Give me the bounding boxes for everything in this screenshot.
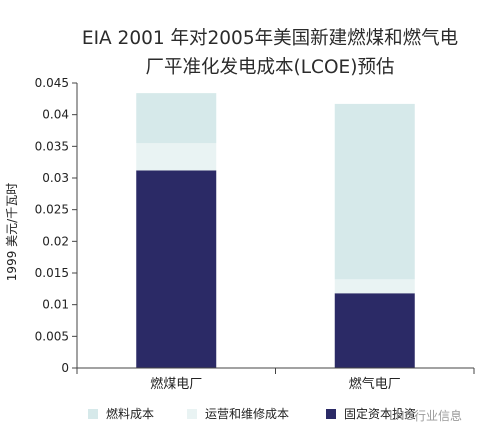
y-tick-label-5: 0.02 — [42, 234, 69, 248]
bar-segment-2-1 — [334, 293, 415, 368]
y-tick-label-1: 0 — [61, 361, 69, 375]
chart-title-line-1: EIA 2001 年对2005年美国新建燃煤和燃气电 — [81, 28, 459, 49]
bar-segment-2-2 — [334, 279, 415, 294]
y-tick-label-9: 0.04 — [42, 108, 69, 122]
legend-swatch-capital-cost — [326, 408, 336, 419]
legend-item-capital-cost: 固定资本投资 — [326, 405, 416, 422]
y-tick-label-7: 0.03 — [42, 171, 69, 185]
legend-swatch-fuel-cost — [88, 408, 98, 419]
legend-item-om-cost: 运营和维修成本 — [187, 405, 289, 422]
bar-segment-1-3 — [136, 93, 217, 144]
bar-segment-1-1 — [136, 170, 217, 368]
y-axis-label: 1999 美元/千瓦时 — [5, 183, 19, 281]
y-tick-label-10: 0.045 — [35, 76, 69, 90]
y-tick-label-3: 0.01 — [42, 298, 69, 312]
legend-label-om-cost: 运营和维修成本 — [205, 407, 290, 421]
chart-title: EIA 2001 年对2005年美国新建燃煤和燃气电 厂平准化发电成本(LCOE… — [40, 24, 500, 82]
y-tick-label-4: 0.015 — [35, 266, 69, 280]
x-category-label-1: 燃煤电厂 — [150, 376, 202, 392]
chart-title-line-2: 厂平准化发电成本(LCOE)预估 — [145, 57, 395, 78]
y-tick-label-6: 0.025 — [35, 203, 69, 217]
legend-label-fuel-cost: 燃料成本 — [106, 407, 155, 421]
watermark-text: LNG行业信息 — [389, 409, 462, 423]
legend-swatch-om-cost — [187, 408, 197, 419]
bar-segment-1-2 — [136, 143, 217, 171]
legend-label-capital-cost: 固定资本投资 — [344, 407, 417, 421]
y-tick-label-8: 0.035 — [35, 139, 69, 153]
legend-item-fuel-cost: 燃料成本 — [88, 405, 154, 422]
bars-layer — [136, 93, 415, 368]
x-category-label-2: 燃气电厂 — [349, 376, 401, 392]
y-tick-label-2: 0.005 — [35, 329, 69, 343]
axes-layer: 0 0.005 0.01 0.015 0.02 0.025 0.03 0.035 0.04 0.0… — [35, 76, 475, 392]
bar-segment-2-3 — [334, 103, 415, 280]
